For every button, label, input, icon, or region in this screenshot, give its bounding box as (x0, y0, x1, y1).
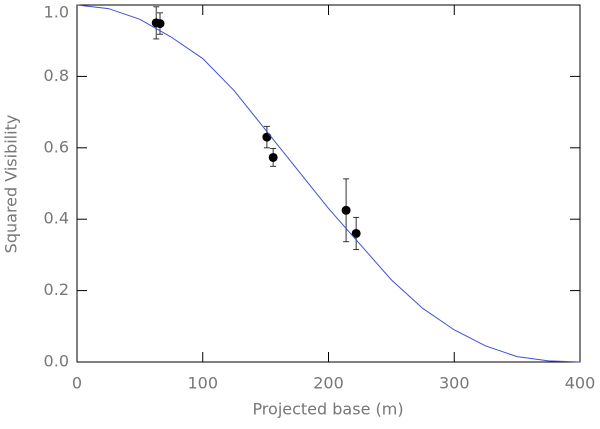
plot-frame (76, 4, 581, 363)
data-point (268, 152, 278, 162)
x-axis-label: Projected base (m) (252, 400, 403, 419)
data-point (262, 132, 272, 142)
y-tick-label: 1.0 (44, 3, 69, 22)
y-tick-label: 0.0 (44, 352, 69, 371)
x-tick-label: 400 (565, 374, 596, 393)
y-tick-label: 0.8 (44, 66, 69, 85)
x-tick-label: 100 (187, 374, 218, 393)
data-point (155, 19, 165, 29)
data-point (341, 205, 351, 215)
data-point (351, 228, 361, 238)
y-tick-label: 0.6 (44, 137, 69, 156)
x-tick-label: 0 (72, 374, 82, 393)
fit-curve (76, 4, 581, 363)
y-axis-label: Squared Visibility (2, 115, 21, 254)
x-tick-label: 200 (313, 374, 344, 393)
y-tick-label: 0.2 (44, 280, 69, 299)
y-tick-label: 0.4 (44, 209, 69, 228)
x-tick-label: 300 (439, 374, 470, 393)
